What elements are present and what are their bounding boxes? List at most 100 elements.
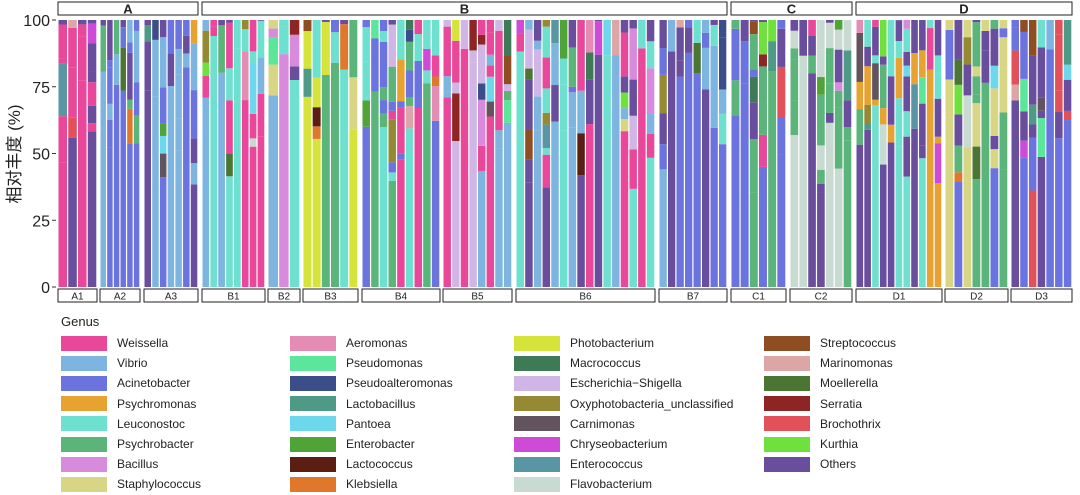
bar-segment: B2 Serratia 5.5% — [289, 20, 300, 35]
bar-segment: D3 Carnimonas 5.0% — [1037, 97, 1046, 111]
bar-segment: D3 Acinetobacter 19.8% — [1028, 137, 1037, 191]
bar-segment: B4 Others 1.7% — [388, 20, 396, 25]
bar-segment: B4 Leuconostoc 10.1% — [414, 34, 422, 62]
bar-segment: B1 Weissella 11.8% — [249, 20, 257, 52]
bar-segment: B4 Acinetobacter 17.0% — [379, 41, 388, 88]
bar-segment: D1 Carnimonas 13.7% — [872, 63, 879, 100]
bar-segment: B6 Vibrio 13.3% — [568, 92, 577, 128]
bar-segment: B1 Leuconostoc 4.6% — [249, 51, 257, 64]
bar-segment: D1 Others 4.8% — [919, 145, 926, 159]
bar-segment: A3 Acinetobacter 12.5% — [167, 20, 175, 54]
y-tick-label: 100 — [23, 13, 50, 30]
bar-segment: D2 Staphylococcus 16.5% — [999, 68, 1008, 113]
bar-segment: B5 Serratia 3.6% — [478, 34, 486, 45]
bar-segment: B7 Vibrio 44.1% — [659, 169, 667, 287]
bar-segment: B7 Leuconostoc 11.4% — [719, 113, 727, 145]
bar-segment: B6 Others 41.8% — [577, 175, 585, 287]
legend-swatch — [61, 476, 107, 492]
bar-segment: B1 Vibrio 80.2% — [218, 72, 225, 287]
bar-segment: D1 Leuconostoc 6.3% — [895, 41, 903, 58]
bar-segment: C1 Brochothrix 18.9% — [777, 66, 786, 118]
bar-segment: B6 Weissella 54.5% — [586, 141, 594, 287]
bar-segment: D3 Others 11.7% — [1063, 79, 1072, 111]
bar-segment: B3 Photobacterium 14.1% — [303, 31, 312, 69]
legend-label: Vibrio — [117, 356, 148, 371]
bar-segment: C1 Acinetobacter 49.6% — [777, 154, 786, 287]
legend-item: Others — [764, 455, 856, 473]
bar-segment: B6 Others 6.1% — [620, 76, 629, 93]
bar-segment: B5 Weissella 15.6% — [452, 40, 460, 83]
bar-segment: A3 Acinetobacter 18.1% — [190, 90, 198, 139]
bar-segment: A3 Others 1.9% — [144, 20, 152, 26]
bar-segment: B7 Acinetobacter 9.4% — [659, 144, 667, 170]
bar-segment: B5 Escherichia−Shigella 10.8% — [460, 20, 469, 49]
bar-segment: C1 Psychrobacter 13.2% — [749, 34, 758, 70]
bar-segment: A1 Marinomonas 3.0% — [68, 20, 77, 28]
subgroup-strip-label: A2 — [114, 292, 127, 303]
bar-segment: B4 Chryseobacterium 8.1% — [423, 48, 431, 71]
bar-segment: A2 Others 17.6% — [127, 52, 133, 100]
subgroup-strip-label: C2 — [815, 292, 828, 303]
bar-segment: D2 Psychrobacter 6.9% — [972, 76, 981, 95]
bar-segment: B2 Staphylococcus 3.2% — [268, 20, 278, 29]
bar-segment: B5 Escherichia−Shigella 54.7% — [452, 141, 460, 287]
bar-segment: B1 Vibrio 4.0% — [202, 20, 210, 31]
bar-segment: B2 Bacillus 3.5% — [268, 28, 278, 38]
y-axis-label: 相对丰度 (%) — [5, 104, 24, 203]
legend-item: Flavobacterium — [514, 475, 652, 493]
bar-segment: A2 Acinetobacter 12.5% — [133, 82, 140, 116]
bar-segment: B7 Pseudoalteromonas 6.4% — [719, 20, 727, 38]
bar-segment: D1 Leuconostoc 48.2% — [919, 158, 926, 287]
bar-segment: D1 Psychromonas 10.1% — [856, 81, 864, 110]
bar-segment: D1 Leuconostoc 2.9% — [872, 55, 879, 64]
legend-label: Leuconostoc — [117, 416, 186, 431]
subgroup-strip-label: B4 — [395, 292, 408, 303]
bar-segment: B7 Others 5.9% — [676, 60, 684, 77]
bar-segment: D1 Bacillus 3.3% — [903, 20, 911, 29]
bar-segment: C1 Kurthia 12.1% — [759, 21, 767, 55]
bar-segment: D3 Brochothrix 12.7% — [1011, 50, 1020, 85]
subgroup-strip-box — [201, 288, 266, 303]
bar-segment: B3 Psychrobacter 4.9% — [349, 20, 358, 33]
bar-segment: B3 Photobacterium 19.9% — [321, 21, 330, 75]
legend-item: Kurthia — [764, 435, 858, 453]
legend-item: Enterococcus — [514, 455, 643, 473]
bar-segment: B5 Weissella 18.5% — [443, 26, 451, 77]
bar-segment: A3 Pantoea 6.6% — [159, 135, 167, 154]
legend-item: Marinomonas — [764, 354, 893, 372]
legend-label: Streptococcus — [820, 336, 897, 350]
bar-segment: B6 Vibrio 12.6% — [533, 96, 542, 131]
bar-segment: D2 Klebsiella 3.3% — [954, 172, 963, 182]
bar-segment: D3 Brochothrix 5.6% — [1055, 20, 1063, 35]
bar-segment: B6 Vibrio 86.7% — [612, 55, 620, 287]
bar-segment: A2 Psychrobacter 12.8% — [113, 20, 120, 55]
bar-segment: B7 Vibrio 15.5% — [702, 47, 710, 90]
legend-swatch — [61, 436, 107, 452]
bar-segment: A1 Weissella 12.6% — [58, 24, 68, 59]
bar-segment: D2 Others 14.8% — [954, 20, 963, 60]
bar-segment: D1 Psychromonas 38.8% — [934, 183, 942, 287]
bar-segment: B1 Aeromonas 18.3% — [241, 51, 249, 101]
bar-segment: D1 Leuconostoc 13.6% — [887, 39, 895, 77]
bar-segment: A2 Others 2.7% — [120, 20, 126, 28]
legend-label: Carnimonas — [570, 416, 635, 431]
bar-segment: D1 Oxyphotobacteria_unclassified 6.7% — [864, 105, 871, 123]
bar-segment: C2 Flavobacterium 6.6% — [790, 30, 799, 49]
bar-segment: D2 Staphylococcus 4.1% — [981, 20, 990, 31]
bar-segment: D3 Acinetobacter 8.7% — [1011, 27, 1020, 51]
legend-swatch — [764, 416, 810, 432]
bar-segment: A3 Others 12.2% — [167, 53, 175, 86]
legend-label: Others — [820, 457, 857, 472]
bar-segment: C2 Others 80.1% — [808, 73, 816, 288]
bar-segment: C2 Others 1.0% — [825, 20, 834, 23]
bar-segment: A1 Enterococcus 19.6% — [58, 63, 68, 117]
bar-segment: B6 Weissella 6.9% — [516, 33, 524, 52]
bar-segment: D3 Lactobacillus 16.7% — [1063, 20, 1072, 65]
bar-segment: B7 Others 9.6% — [685, 27, 693, 53]
group-strip-box — [855, 1, 1073, 16]
bar-segment: B6 Others 13.7% — [551, 85, 559, 122]
bar-segment: B6 Oxyphotobacteria_unclassified 4.4% — [542, 112, 551, 125]
bar-segment: B6 Weissella 58.4% — [620, 131, 629, 287]
bar-segment: D1 Leuconostoc 52.5% — [895, 146, 903, 287]
subgroup-strip-box — [658, 288, 728, 303]
